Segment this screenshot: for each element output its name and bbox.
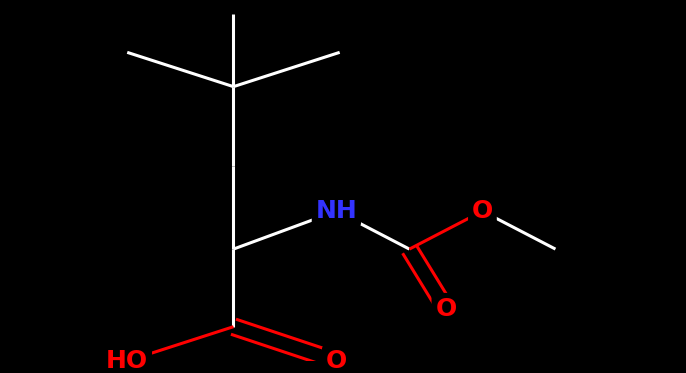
Text: O: O (326, 349, 347, 373)
Text: O: O (436, 297, 457, 321)
Text: NH: NH (316, 199, 357, 223)
Text: O: O (472, 199, 493, 223)
Text: HO: HO (106, 349, 148, 373)
